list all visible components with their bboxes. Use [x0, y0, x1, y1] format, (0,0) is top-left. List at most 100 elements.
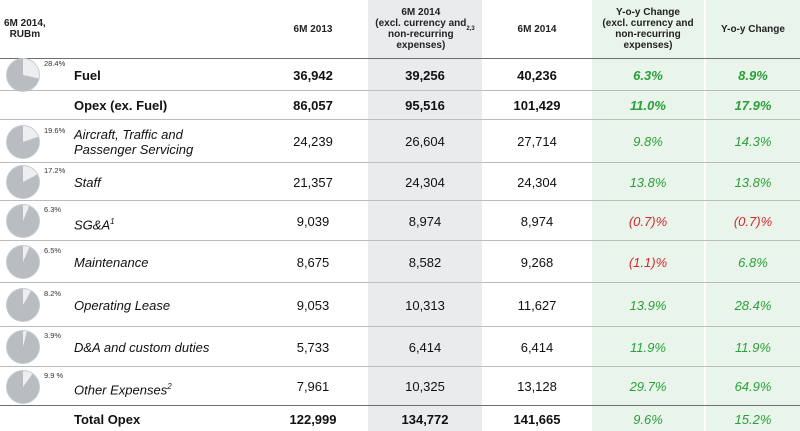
cell-v2014: 8,974	[520, 213, 554, 229]
cell-chg-x: 11.9%	[630, 339, 666, 355]
header-6m-2014-excl-text: 6M 2014 (excl. currency and non-recurrin…	[375, 7, 467, 51]
cell-v2014: 11,627	[517, 297, 557, 313]
cell-v2014x: 39,256	[405, 67, 445, 83]
cell-chg-x: 11.0%	[630, 98, 666, 113]
share-pie	[6, 288, 40, 322]
row-label: Other Expenses2	[74, 379, 172, 397]
row-label-text: Operating Lease	[74, 297, 171, 313]
row-label: Maintenance	[74, 255, 148, 270]
cell-v2014x: 6,414	[408, 339, 442, 355]
share-pie	[6, 58, 40, 92]
cell-v2014: 6,414	[520, 339, 554, 355]
cell-chg: 13.8%	[734, 174, 772, 190]
cell-chg-x: (1.1)%	[628, 254, 668, 270]
row-label: Aircraft, Traffic and Passenger Servicing	[74, 127, 193, 157]
share-pie-icon	[6, 204, 40, 238]
cell-chg: 15.2%	[734, 411, 772, 427]
share-pie-icon	[6, 58, 40, 92]
table-row: 6.3% SG&A1 9,039 8,974 8,974 (0.7)% (0.7)%	[0, 200, 800, 240]
share-pie	[6, 369, 40, 404]
table-row: 6.5% Maintenance 8,675 8,582 9,268 (1.1)% 6.8%	[0, 240, 800, 282]
cell-v2014x: 95,516	[405, 98, 445, 113]
header-yoy-excl: Y-o-y Change (excl. currency and non-rec…	[602, 7, 694, 51]
share-percent: 19.6%	[44, 125, 66, 135]
cell-v2014: 9,268	[520, 254, 554, 270]
row-label: Total Opex	[74, 412, 140, 427]
cell-chg-x: 13.8%	[629, 174, 667, 190]
row-label-text: D&A and custom duties	[74, 339, 210, 355]
cell-v2014: 40,236	[517, 67, 557, 83]
table-row: Total Opex 122,999 134,772 141,665 9.6% 15.2%	[0, 405, 800, 431]
share-pie-icon	[6, 369, 40, 404]
table-row: 17.2% Staff 21,357 24,304 24,304 13.8% 13.8%	[0, 162, 800, 200]
cell-v2013: 9,039	[296, 213, 330, 229]
table-row: 8.2% Operating Lease 9,053 10,313 11,627 13.9…	[0, 282, 800, 326]
share-pie-icon	[6, 330, 40, 364]
share-pie	[6, 245, 40, 279]
share-pie	[6, 165, 40, 199]
share-percent: 8.2%	[44, 289, 62, 298]
cell-chg-x: 13.9%	[629, 297, 667, 313]
cell-v2013: 86,057	[293, 98, 333, 113]
row-label-text: Total Opex	[74, 411, 141, 427]
table-row: 19.6% Aircraft, Traffic and Passenger Serv…	[0, 119, 800, 162]
footnote-marker: 2	[167, 382, 172, 391]
row-label: Opex (ex. Fuel)	[74, 98, 167, 113]
cell-chg: 14.3%	[734, 134, 772, 149]
header-6m-2013: 6M 2013	[293, 23, 333, 35]
cell-v2013: 24,239	[293, 134, 333, 149]
share-pie	[6, 330, 40, 364]
share-percent: 3.9%	[44, 331, 62, 340]
header-period: 6M 2014, RUBm	[4, 18, 46, 40]
shade-column-yoy	[706, 0, 800, 431]
cell-chg: (0.7)%	[733, 213, 773, 229]
row-label-text: Aircraft, Traffic and	[74, 126, 183, 142]
share-percent: 28.4%	[44, 59, 66, 68]
cell-v2014: 141,665	[513, 411, 561, 427]
cell-v2013: 9,053	[296, 297, 330, 313]
row-label: D&A and custom duties	[74, 340, 209, 355]
row-label-text: Passenger Servicing	[74, 141, 194, 157]
share-pie	[6, 204, 40, 238]
shade-column-excl	[368, 0, 482, 431]
cell-chg-x: 9.8%	[633, 134, 663, 149]
footnote-marker: 1	[110, 216, 115, 226]
cell-chg: 17.9%	[734, 98, 772, 113]
table-row: Opex (ex. Fuel) 86,057 95,516 101,429 11.0% 1…	[0, 90, 800, 119]
share-percent: 17.2%	[44, 166, 66, 175]
cell-v2014x: 26,604	[405, 134, 445, 149]
table-header: 6M 2014, RUBm 6M 2013 6M 2014 (excl. cur…	[0, 0, 800, 58]
share-pie-icon	[6, 288, 40, 322]
header-yoy: Y-o-y Change	[721, 23, 785, 35]
header-6m-2014-excl-sup: 2,3	[466, 25, 475, 32]
cell-chg-x: (0.7)%	[628, 213, 668, 229]
cell-chg: 28.4%	[734, 297, 772, 313]
cell-v2014x: 24,304	[405, 174, 445, 190]
cell-v2013: 122,999	[289, 411, 337, 427]
cell-v2013: 21,357	[293, 174, 333, 190]
share-pie-icon	[6, 124, 40, 159]
header-6m-2014: 6M 2014	[517, 23, 557, 35]
cell-chg: 8.9%	[738, 67, 768, 83]
header-6m-2014-excl: 6M 2014 (excl. currency and non-recurrin…	[368, 0, 482, 58]
cell-chg: 6.8%	[738, 254, 768, 270]
row-label-text: Other Expenses	[74, 382, 168, 398]
cell-v2014x: 10,313	[405, 297, 445, 313]
cell-chg-x: 9.6%	[633, 411, 663, 427]
cell-v2013: 7,961	[296, 379, 330, 394]
cell-v2014x: 8,974	[408, 213, 442, 229]
cell-chg-x: 29.7%	[629, 379, 667, 394]
row-label-text: Fuel	[74, 67, 101, 83]
cell-v2013: 5,733	[296, 339, 330, 355]
row-label: SG&A1	[74, 214, 115, 232]
share-percent: 6.5%	[44, 246, 62, 255]
cell-chg-x: 6.3%	[633, 67, 663, 83]
table-row: 28.4% Fuel 36,942 39,256 40,236 6.3% 8.9%	[0, 58, 800, 92]
cell-v2014: 13,128	[517, 379, 557, 394]
cell-v2014x: 134,772	[401, 411, 449, 427]
share-pie	[6, 124, 40, 159]
share-percent: 9.9 %	[44, 370, 64, 380]
share-pie-icon	[6, 165, 40, 199]
cell-v2014x: 10,325	[405, 379, 445, 394]
